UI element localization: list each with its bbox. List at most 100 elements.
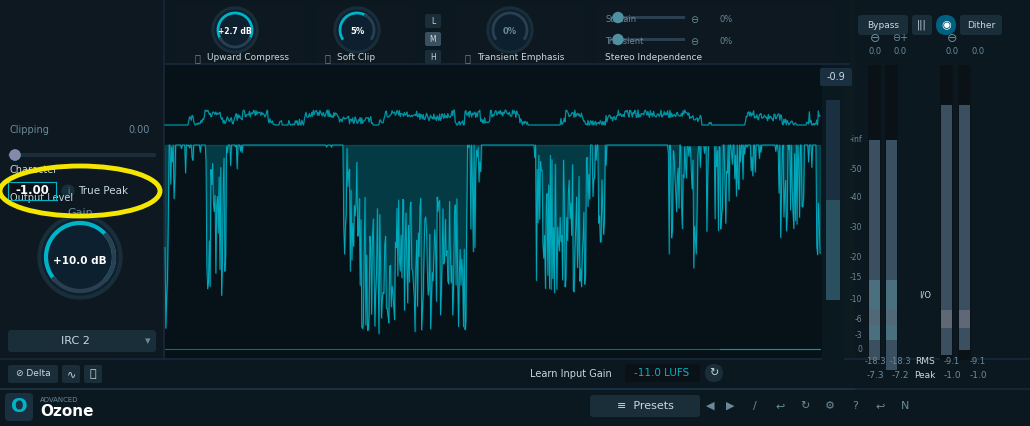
Text: ⓘ: ⓘ — [465, 53, 471, 63]
Circle shape — [42, 219, 118, 295]
Text: 0.0: 0.0 — [971, 48, 985, 57]
Bar — [826, 200, 840, 300]
Text: -18.3: -18.3 — [864, 357, 886, 366]
Text: Gain: Gain — [67, 208, 93, 218]
Bar — [886, 310, 897, 325]
FancyBboxPatch shape — [8, 330, 156, 352]
Bar — [0, 390, 1030, 426]
Text: i: i — [67, 187, 69, 196]
Text: /: / — [753, 401, 757, 411]
Text: ⊖: ⊖ — [690, 15, 698, 25]
Text: Ozone: Ozone — [40, 405, 94, 420]
Text: ⊖+: ⊖+ — [892, 33, 908, 43]
Circle shape — [62, 185, 74, 197]
Text: Dither: Dither — [967, 20, 995, 29]
Bar — [165, 63, 850, 65]
Text: -15: -15 — [850, 273, 862, 282]
Text: -1.00: -1.00 — [15, 184, 49, 198]
Text: ↩: ↩ — [776, 401, 785, 411]
Text: -0.9: -0.9 — [827, 72, 846, 82]
Text: Sustain: Sustain — [605, 15, 637, 25]
Text: ?: ? — [852, 401, 858, 411]
Text: Clipping: Clipping — [10, 125, 49, 135]
Text: -inf: -inf — [850, 135, 862, 144]
Text: ◉: ◉ — [941, 20, 951, 30]
Bar — [610, 16, 685, 19]
Text: M: M — [430, 35, 437, 43]
Bar — [0, 360, 1030, 388]
Text: ⊖: ⊖ — [947, 32, 957, 44]
Text: Transient: Transient — [605, 37, 644, 46]
Text: 0%: 0% — [720, 37, 733, 46]
FancyBboxPatch shape — [425, 50, 441, 64]
Circle shape — [337, 10, 377, 50]
Text: -9.1: -9.1 — [943, 357, 960, 366]
Text: 0: 0 — [857, 345, 862, 354]
Text: O: O — [10, 397, 28, 417]
Text: ↩: ↩ — [876, 401, 885, 411]
Text: -1.0: -1.0 — [943, 371, 961, 380]
Circle shape — [215, 10, 255, 50]
Bar — [958, 65, 971, 360]
FancyBboxPatch shape — [936, 15, 956, 35]
Bar — [0, 358, 1030, 360]
Bar — [826, 100, 840, 300]
Bar — [868, 65, 881, 360]
Text: ⚙: ⚙ — [825, 401, 835, 411]
FancyBboxPatch shape — [5, 393, 33, 421]
Text: N: N — [901, 401, 909, 411]
FancyBboxPatch shape — [8, 365, 58, 383]
Bar — [0, 0, 165, 360]
Text: -30: -30 — [850, 224, 862, 233]
Text: Stereo Independence: Stereo Independence — [605, 54, 702, 63]
Bar — [869, 280, 880, 340]
Bar — [959, 310, 970, 328]
Text: ⊘ Delta: ⊘ Delta — [15, 369, 50, 378]
FancyBboxPatch shape — [8, 182, 56, 200]
Text: -9.1: -9.1 — [970, 357, 986, 366]
Text: -7.2: -7.2 — [891, 371, 908, 380]
Text: Soft Clip: Soft Clip — [337, 54, 375, 63]
Bar — [610, 38, 685, 41]
FancyBboxPatch shape — [455, 5, 585, 63]
Bar — [886, 280, 897, 340]
Text: ▶: ▶ — [726, 401, 734, 411]
FancyBboxPatch shape — [84, 365, 102, 383]
Text: ↻: ↻ — [710, 368, 719, 378]
Text: -20: -20 — [850, 253, 862, 262]
Circle shape — [490, 10, 530, 50]
FancyBboxPatch shape — [858, 15, 908, 35]
Text: -11.0 LUFS: -11.0 LUFS — [634, 368, 690, 378]
FancyBboxPatch shape — [8, 153, 156, 157]
Text: 0.0: 0.0 — [893, 48, 906, 57]
Text: ⊖: ⊖ — [869, 32, 881, 44]
Bar — [940, 65, 953, 360]
Text: Transient Emphasis: Transient Emphasis — [477, 54, 564, 63]
FancyBboxPatch shape — [590, 395, 700, 417]
Text: -18.3: -18.3 — [889, 357, 911, 366]
Text: Peak: Peak — [915, 371, 935, 380]
Circle shape — [38, 215, 122, 299]
FancyBboxPatch shape — [315, 5, 415, 63]
Text: 0%: 0% — [503, 28, 517, 37]
Text: 0.00: 0.00 — [129, 125, 150, 135]
Bar — [869, 140, 880, 360]
Text: ◀: ◀ — [706, 401, 714, 411]
Text: ↻: ↻ — [800, 401, 810, 411]
Text: ▾: ▾ — [145, 336, 150, 346]
Text: RMS: RMS — [915, 357, 935, 366]
FancyBboxPatch shape — [595, 5, 835, 63]
Bar — [959, 105, 970, 350]
Circle shape — [487, 7, 533, 53]
Bar — [941, 105, 952, 355]
Text: ⓘ: ⓘ — [195, 53, 201, 63]
Text: -7.3: -7.3 — [866, 371, 884, 380]
Circle shape — [613, 12, 623, 23]
Bar — [941, 310, 952, 328]
Text: -10: -10 — [850, 296, 862, 305]
Text: Learn Input Gain: Learn Input Gain — [530, 369, 612, 379]
Text: Upward Compress: Upward Compress — [207, 54, 289, 63]
FancyBboxPatch shape — [960, 15, 1002, 35]
Text: H: H — [431, 52, 436, 61]
Text: 0%: 0% — [720, 15, 733, 25]
